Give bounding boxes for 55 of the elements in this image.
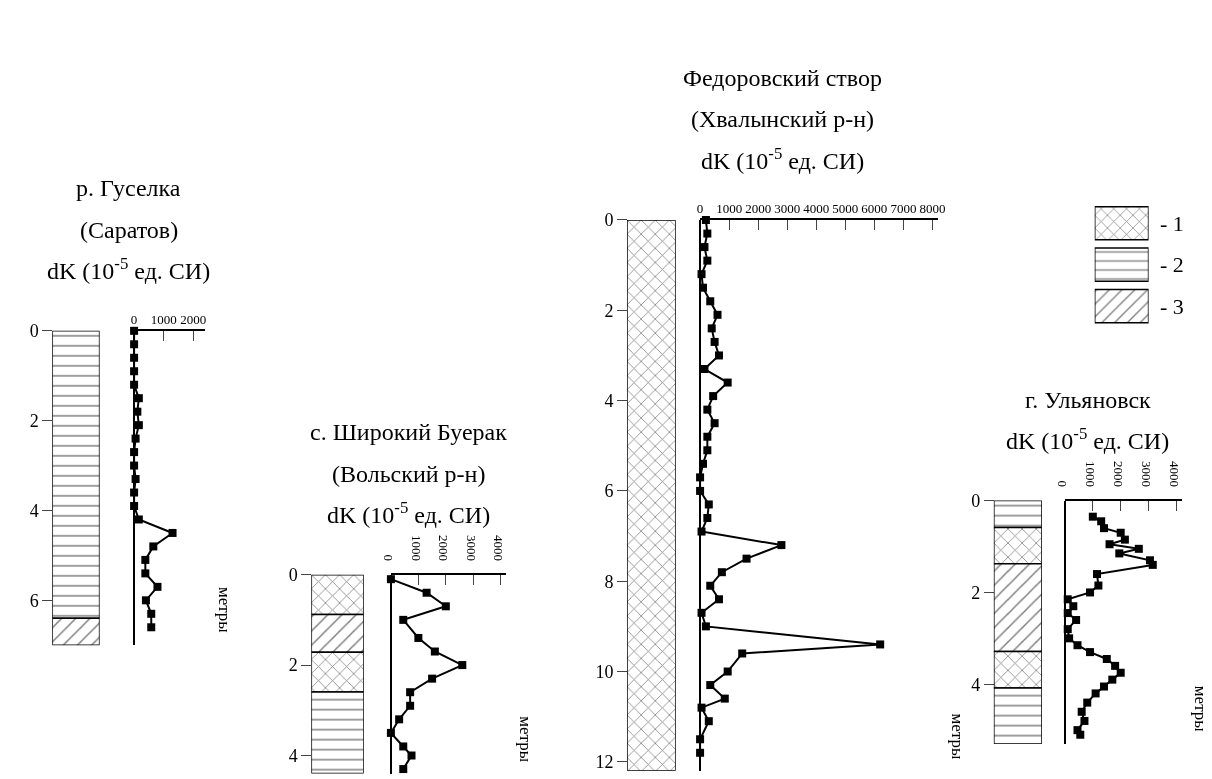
x-tick-label: 0 — [696, 200, 704, 216]
y-tick-label: 12 — [595, 752, 614, 773]
y-axis-title: метры — [1191, 685, 1211, 733]
x-tick-label: 1000 — [150, 311, 177, 327]
x-tick-label: 0 — [1055, 480, 1071, 487]
chart-title: с. Широкий Буерак — [310, 419, 508, 445]
y-tick-label: 4 — [604, 390, 614, 411]
y-tick-label: 2 — [29, 410, 39, 431]
x-axis-title: dK (10$^{-5}$ ед. СИ) — [327, 498, 491, 529]
x-tick-label: 1000 — [716, 200, 743, 216]
x-tick-label: 2000 — [1111, 460, 1127, 487]
text: - 1 — [1160, 211, 1184, 236]
chart-title: г. Ульяновск — [1025, 387, 1152, 413]
y-tick-label: 10 — [595, 661, 614, 682]
x-tick-label: 6000 — [861, 200, 888, 216]
x-axis-title: dK (10$^{-5}$ ед. СИ) — [47, 254, 211, 285]
x-tick-label: 5000 — [832, 200, 859, 216]
y-axis-title: метры — [947, 713, 967, 760]
x-axis-title: dK (10$^{-5}$ ед. СИ) — [1006, 424, 1170, 455]
chart-subtitle: (Саратов) — [80, 217, 179, 243]
y-tick-label: 0 — [288, 564, 298, 585]
x-tick-label: 2000 — [180, 311, 207, 327]
y-tick-label: 2 — [971, 582, 981, 603]
x-tick-label: 0 — [381, 554, 397, 561]
text: - 3 — [1160, 294, 1184, 319]
x-axis-title: dK (10$^{-5}$ ед. СИ) — [701, 144, 865, 175]
chart-title: р. Гуселка — [76, 175, 181, 201]
y-axis-title: метры — [214, 586, 234, 634]
y-tick-label: 2 — [604, 300, 614, 321]
chart-title: Федоровский створ — [683, 65, 883, 91]
y-tick-label: 6 — [604, 481, 614, 502]
text: - 2 — [1160, 252, 1184, 277]
x-tick-label: 2000 — [436, 534, 452, 561]
x-tick-label: 4000 — [491, 534, 507, 561]
x-tick-label: 3000 — [463, 534, 479, 561]
x-tick-label: 8000 — [919, 200, 946, 216]
x-tick-label: 1000 — [1083, 460, 1099, 487]
y-axis-title: метры — [516, 716, 536, 763]
chart-subtitle: (Хвалынский р-н) — [691, 106, 874, 132]
x-tick-label: 7000 — [890, 200, 917, 216]
x-tick-label: 4000 — [803, 200, 830, 216]
x-tick-label: 2000 — [745, 200, 772, 216]
y-tick-label: 4 — [288, 745, 298, 766]
y-tick-label: 4 — [29, 500, 39, 521]
y-tick-label: 4 — [971, 674, 981, 695]
x-tick-label: 0 — [130, 311, 138, 327]
x-tick-label: 4000 — [1166, 460, 1182, 487]
chart-subtitle: (Вольский р-н) — [332, 461, 486, 487]
y-tick-label: 8 — [604, 571, 614, 592]
x-tick-label: 1000 — [408, 534, 424, 561]
y-tick-label: 6 — [29, 590, 39, 611]
y-tick-label: 2 — [288, 655, 298, 676]
x-tick-label: 3000 — [774, 200, 801, 216]
y-tick-label: 0 — [971, 490, 981, 511]
x-tick-label: 3000 — [1139, 460, 1155, 487]
